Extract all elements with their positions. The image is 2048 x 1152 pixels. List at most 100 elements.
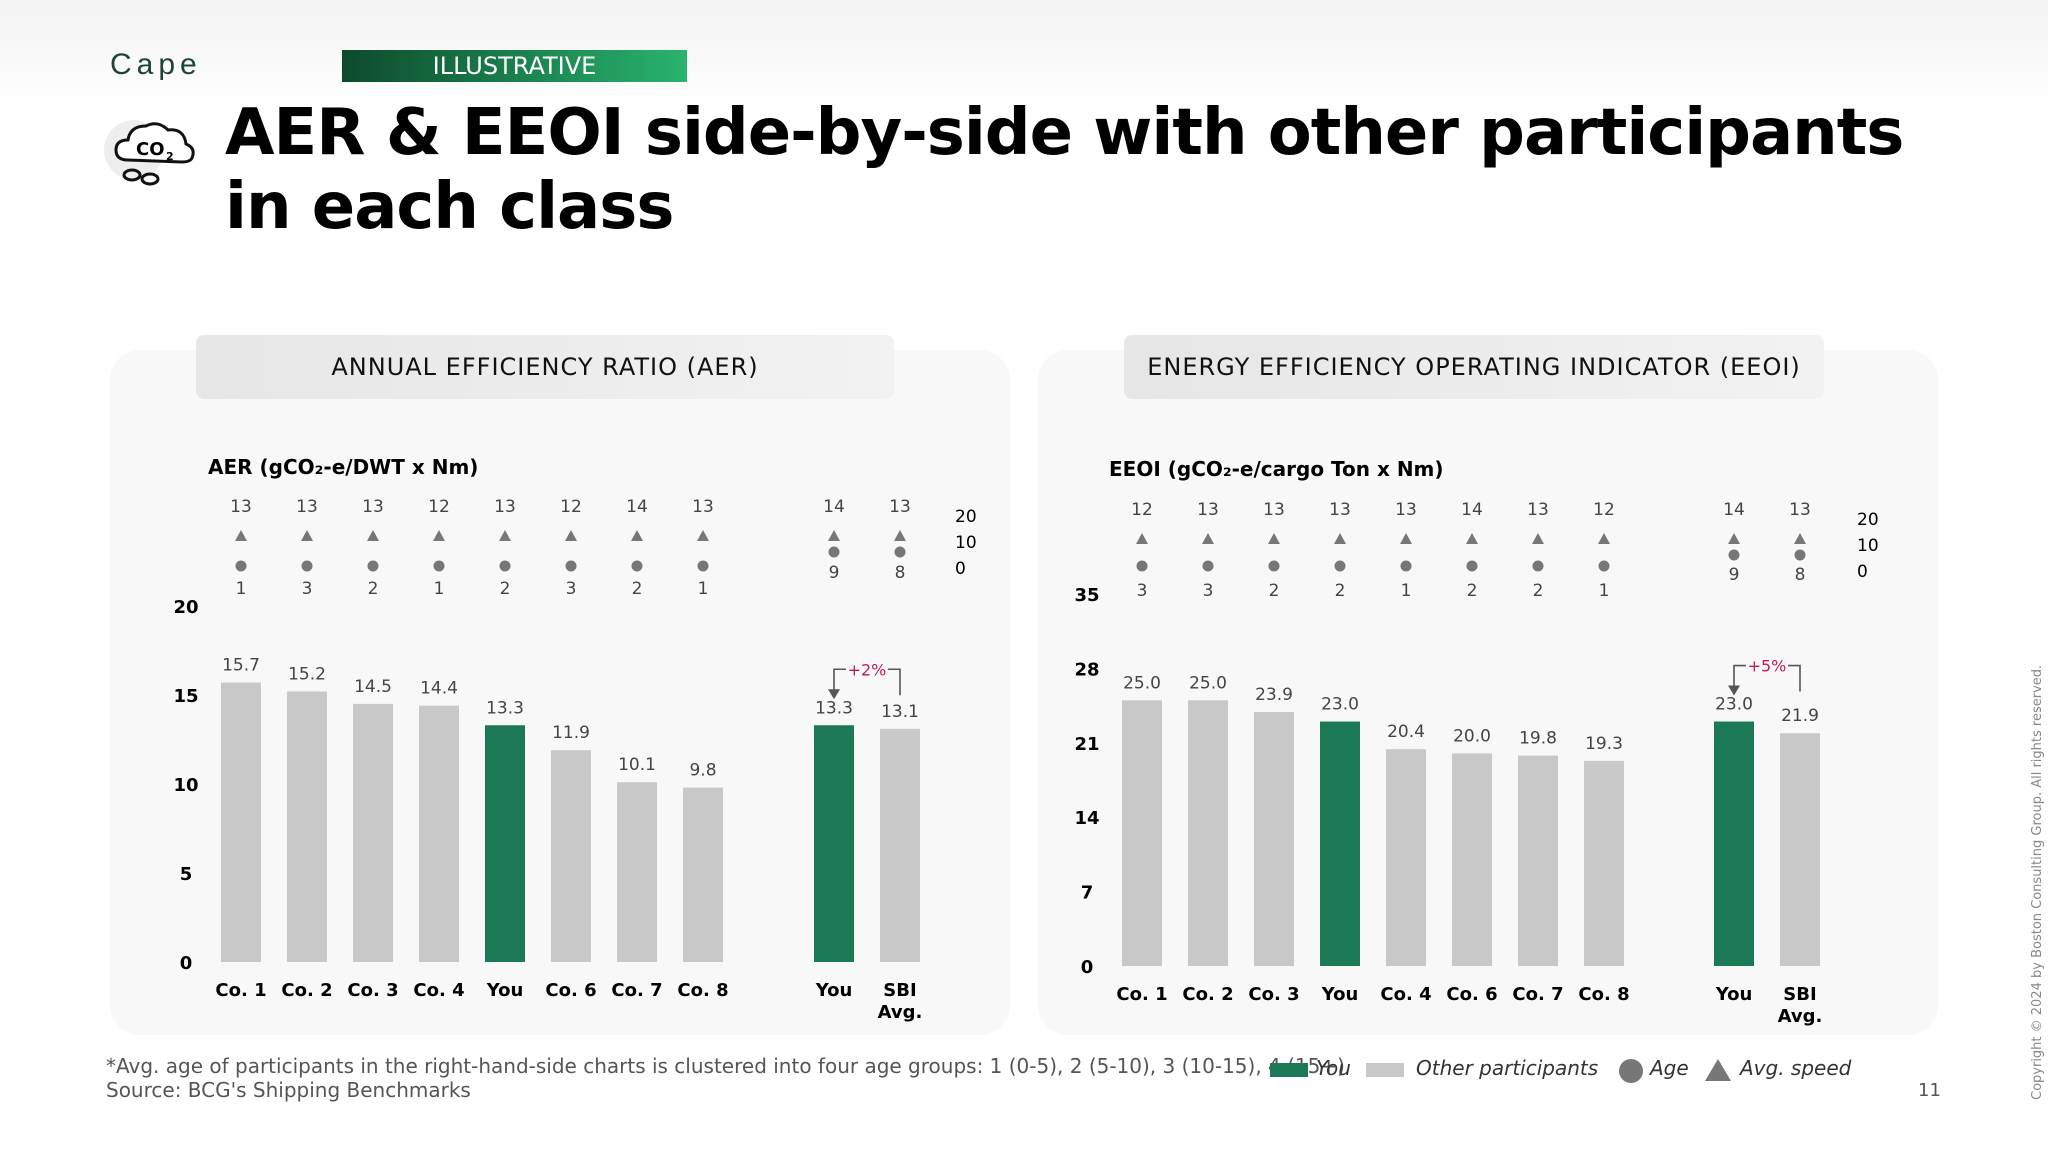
- bar-value-label: 21.9: [1781, 706, 1819, 726]
- y-tick-label: 7: [1081, 883, 1094, 904]
- eeoi-panel-header: ENERGY EFFICIENCY OPERATING INDICATOR (E…: [1124, 335, 1824, 399]
- page-title: AER & EEOI side-by-side with other parti…: [225, 96, 1904, 244]
- age-marker: [1794, 549, 1806, 561]
- age-marker: [1466, 560, 1478, 572]
- category-label: Co. 8: [677, 980, 728, 1001]
- top-band: [0, 0, 2048, 110]
- speed-marker: [1202, 533, 1214, 544]
- speed-marker: [433, 530, 445, 541]
- secondary-tick-label: 20: [1857, 510, 1879, 530]
- speed-marker: [1268, 533, 1280, 544]
- y-tick-label: 14: [1074, 808, 1099, 829]
- age-value: 3: [1137, 581, 1148, 601]
- legend-you-swatch: [1270, 1063, 1308, 1077]
- age-marker: [565, 560, 577, 572]
- category-label: You: [1321, 984, 1359, 1005]
- speed-value: 14: [1723, 500, 1745, 520]
- age-value: 1: [698, 579, 709, 599]
- bar: [617, 782, 657, 962]
- age-value: 1: [434, 579, 445, 599]
- age-marker: [367, 560, 379, 572]
- bar: [221, 682, 261, 962]
- age-value: 1: [1401, 581, 1412, 601]
- y-tick-label: 28: [1074, 659, 1099, 680]
- speed-marker: [1532, 533, 1544, 544]
- category-label: Co. 4: [413, 980, 464, 1001]
- y-tick-label: 5: [180, 864, 193, 885]
- speed-value: 12: [1131, 500, 1153, 520]
- aer-panel-header: ANNUAL EFFICIENCY RATIO (AER): [196, 335, 894, 399]
- bar-value-label: 14.4: [420, 679, 458, 699]
- copyright: Copyright © 2024 by Boston Consulting Gr…: [2030, 664, 2045, 1100]
- y-tick-label: 0: [180, 953, 193, 974]
- age-value: 2: [1533, 581, 1544, 601]
- legend-speed-icon: [1705, 1059, 1731, 1081]
- secondary-tick-label: 0: [1857, 562, 1868, 582]
- age-marker: [894, 546, 906, 558]
- footnote: *Avg. age of participants in the right-h…: [106, 1054, 1345, 1102]
- legend-other-label: Other participants: [1416, 1056, 1599, 1080]
- bar-value-label: 25.0: [1189, 673, 1227, 693]
- speed-marker: [1334, 533, 1346, 544]
- age-value: 9: [829, 563, 840, 583]
- speed-marker: [499, 530, 511, 541]
- bar-value-label: 23.0: [1321, 695, 1359, 715]
- age-group-note: *Avg. age of participants in the right-h…: [106, 1054, 1345, 1078]
- speed-marker: [894, 530, 906, 541]
- age-value: 2: [1269, 581, 1280, 601]
- age-value: 2: [1467, 581, 1478, 601]
- secondary-tick-label: 20: [955, 507, 977, 527]
- y-tick-label: 21: [1074, 734, 1099, 755]
- category-label: Co. 1: [1116, 984, 1167, 1005]
- y-tick-label: 35: [1074, 585, 1099, 606]
- speed-value: 14: [626, 497, 648, 517]
- bar: [1320, 721, 1360, 966]
- category-label: You: [815, 980, 853, 1001]
- age-value: 9: [1729, 565, 1740, 585]
- age-marker: [1598, 560, 1610, 572]
- bar: [1714, 721, 1754, 966]
- y-axis-title: AER (gCO₂-e/DWT x Nm): [208, 455, 478, 479]
- speed-value: 13: [692, 497, 714, 517]
- age-value: 2: [1335, 581, 1346, 601]
- legend-speed-label: Avg. speed: [1740, 1056, 1852, 1080]
- category-label: Co. 6: [545, 980, 596, 1001]
- legend-you-label: You: [1316, 1056, 1351, 1080]
- bar-value-label: 19.8: [1519, 729, 1557, 749]
- delta-bracket: [833, 668, 901, 696]
- speed-marker: [1466, 533, 1478, 544]
- speed-marker: [235, 530, 247, 541]
- bar: [1584, 760, 1624, 966]
- age-marker: [1334, 560, 1346, 572]
- speed-value: 13: [494, 497, 516, 517]
- legend-age-label: Age: [1650, 1056, 1689, 1080]
- category-label: Co. 3: [347, 980, 398, 1001]
- age-marker: [1728, 549, 1740, 561]
- y-tick-label: 15: [173, 686, 198, 707]
- legend-age-icon: [1619, 1059, 1643, 1083]
- category-label: Co. 2: [1182, 984, 1233, 1005]
- speed-value: 13: [1263, 500, 1285, 520]
- delta-arrow: [1728, 685, 1740, 696]
- speed-value: 12: [428, 497, 450, 517]
- bar: [419, 705, 459, 962]
- bar: [1188, 700, 1228, 966]
- age-marker: [433, 560, 445, 572]
- category-label: SBI: [1783, 984, 1816, 1005]
- bar-value-label: 20.4: [1387, 722, 1425, 742]
- speed-marker: [828, 530, 840, 541]
- speed-value: 12: [560, 497, 582, 517]
- delta-bracket: [1733, 664, 1801, 692]
- bar: [1122, 700, 1162, 966]
- bar-value-label: 25.0: [1123, 673, 1161, 693]
- secondary-tick-label: 10: [1857, 536, 1879, 556]
- age-value: 3: [1203, 581, 1214, 601]
- bar-value-label: 23.0: [1715, 695, 1753, 715]
- bar-value-label: 20.0: [1453, 726, 1491, 746]
- age-marker: [301, 560, 313, 572]
- age-marker: [499, 560, 511, 572]
- bar: [287, 691, 327, 962]
- secondary-tick-label: 10: [955, 533, 977, 553]
- bar-value-label: 13.1: [881, 702, 919, 722]
